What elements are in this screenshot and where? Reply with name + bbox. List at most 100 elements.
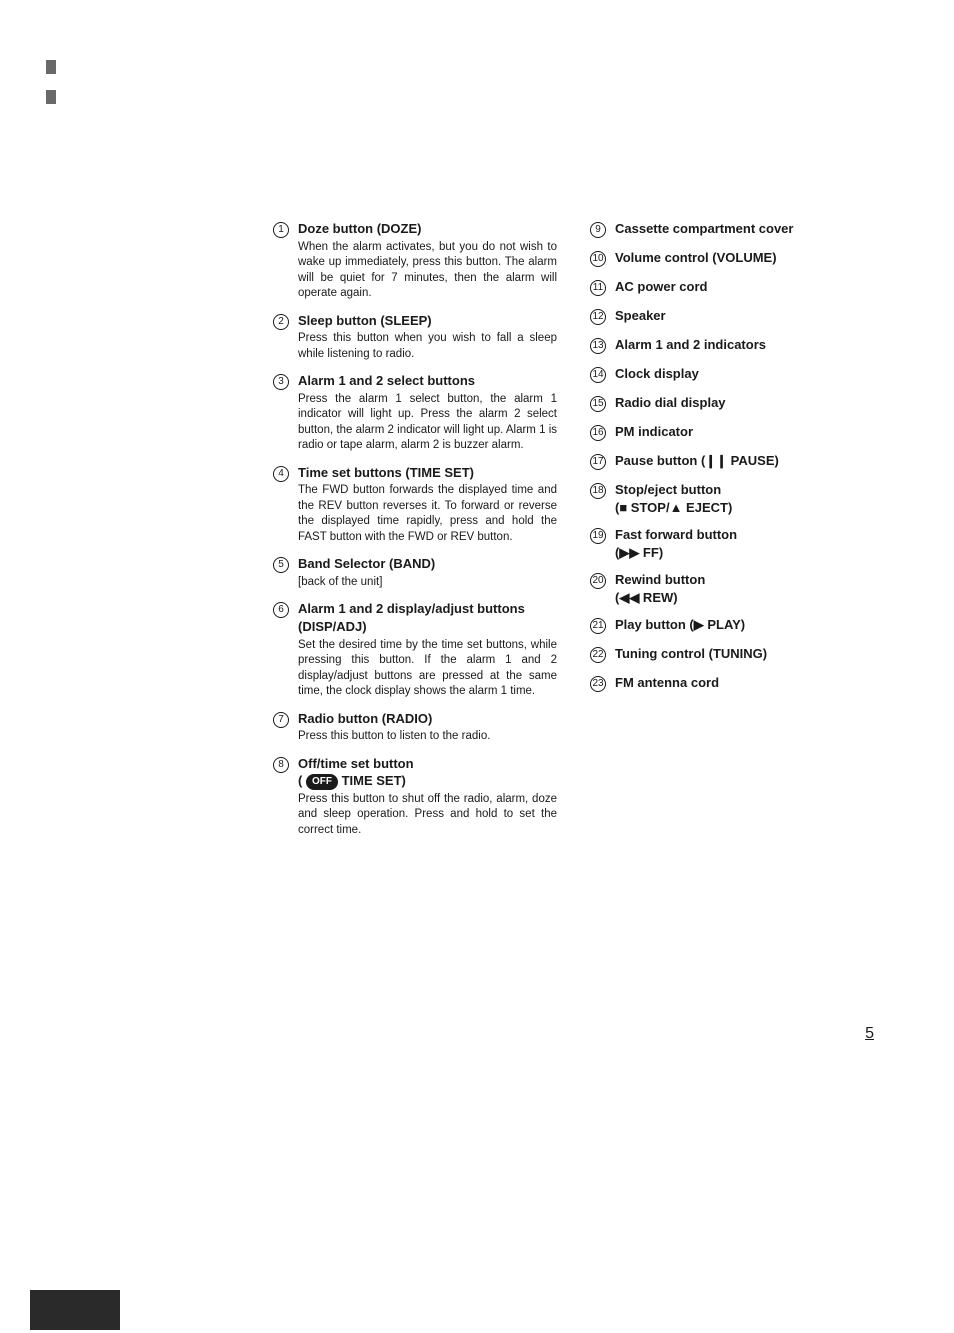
circled-number: 21 [590, 618, 606, 634]
list-item: 19 Fast forward button (▶▶ FF) [587, 526, 874, 561]
circled-number: 8 [273, 757, 289, 773]
item-title: Alarm 1 and 2 select buttons [298, 372, 557, 390]
item-title: Clock display [615, 365, 874, 383]
item-title: FM antenna cord [615, 674, 874, 692]
list-item: 18 Stop/eject button (■ STOP/▲ EJECT) [587, 481, 874, 516]
item-title-line1: Off/time set button [298, 755, 557, 773]
circled-number: 14 [590, 367, 606, 383]
item-number: 21 [587, 617, 609, 635]
list-item: 21 Play button (▶ PLAY) [587, 616, 874, 635]
item-body: Play button (▶ PLAY) [615, 616, 874, 634]
list-item: 11 AC power cord [587, 278, 874, 297]
scan-artifact [46, 60, 56, 74]
scan-artifact [46, 90, 56, 104]
circled-number: 2 [273, 314, 289, 330]
item-body: PM indicator [615, 423, 874, 441]
list-item: 2 Sleep button (SLEEP)Press this button w… [270, 312, 557, 363]
item-title: PM indicator [615, 423, 874, 441]
circled-number: 7 [273, 712, 289, 728]
scan-artifact [30, 1290, 120, 1330]
list-item: 4 Time set buttons (TIME SET)The FWD butt… [270, 464, 557, 546]
circled-number: 17 [590, 454, 606, 470]
item-number: 13 [587, 337, 609, 355]
item-number: 3 [270, 373, 292, 391]
list-item: 15 Radio dial display [587, 394, 874, 413]
item-description: The FWD button forwards the displayed ti… [298, 483, 557, 545]
circled-number: 19 [590, 528, 606, 544]
item-number: 9 [587, 221, 609, 239]
item-description: Press this button to listen to the radio… [298, 729, 557, 745]
item-body: Radio dial display [615, 394, 874, 412]
list-item: 7 Radio button (RADIO)Press this button t… [270, 710, 557, 745]
item-title: Play button (▶ PLAY) [615, 616, 874, 634]
item-body: Radio button (RADIO)Press this button to… [298, 710, 557, 745]
list-item: 12Speaker [587, 307, 874, 326]
item-title: Band Selector (BAND) [298, 555, 557, 573]
item-number: 2 [270, 313, 292, 331]
circled-number: 4 [273, 466, 289, 482]
item-body: Sleep button (SLEEP)Press this button wh… [298, 312, 557, 363]
list-item: 20 Rewind button (◀◀ REW) [587, 571, 874, 606]
item-body: Band Selector (BAND) [back of the unit] [298, 555, 557, 590]
item-title: Radio dial display [615, 394, 874, 412]
item-title: Sleep button (SLEEP) [298, 312, 557, 330]
list-item: 5 Band Selector (BAND) [back of the unit] [270, 555, 557, 590]
circled-number: 9 [590, 222, 606, 238]
item-body: Off/time set button( OFF TIME SET)Press … [298, 755, 557, 839]
item-title: Pause button (❙❙ PAUSE) [615, 452, 874, 470]
circled-number: 18 [590, 483, 606, 499]
list-item: 3 Alarm 1 and 2 select buttons Press the a… [270, 372, 557, 454]
item-description: Press the alarm 1 select button, the ala… [298, 392, 557, 454]
item-title: Stop/eject button (■ STOP/▲ EJECT) [615, 481, 874, 516]
circled-number: 15 [590, 396, 606, 412]
item-number: 10 [587, 250, 609, 268]
page-number: 5 [865, 1025, 874, 1043]
item-description: Set the desired time by the time set but… [298, 638, 557, 700]
item-description: [back of the unit] [298, 575, 557, 591]
item-number: 18 [587, 482, 609, 500]
item-number: 4 [270, 465, 292, 483]
circled-number: 6 [273, 602, 289, 618]
item-title: Cassette compartment cover [615, 220, 874, 238]
circled-number: 22 [590, 647, 606, 663]
item-body: Clock display [615, 365, 874, 383]
item-description: When the alarm activates, but you do not… [298, 240, 557, 302]
circled-number: 20 [590, 573, 606, 589]
item-number: 17 [587, 453, 609, 471]
circled-number: 16 [590, 425, 606, 441]
item-body: AC power cord [615, 278, 874, 296]
item-description: Press this button when you wish to fall … [298, 331, 557, 362]
item-title: Rewind button (◀◀ REW) [615, 571, 874, 606]
item-body: Doze button (DOZE) When the alarm activat… [298, 220, 557, 302]
item-number: 7 [270, 711, 292, 729]
item-title-suffix: TIME SET) [338, 773, 406, 788]
list-item: 9 Cassette compartment cover [587, 220, 874, 239]
item-body: FM antenna cord [615, 674, 874, 692]
item-number: 15 [587, 395, 609, 413]
item-title: Doze button (DOZE) [298, 220, 557, 238]
circled-number: 13 [590, 338, 606, 354]
item-title: Alarm 1 and 2 display/adjust buttons (DI… [298, 600, 557, 635]
item-title: Tuning control (TUNING) [615, 645, 874, 663]
list-item: 14 Clock display [587, 365, 874, 384]
item-title: Off/time set button( OFF TIME SET) [298, 755, 557, 790]
list-item: 6 Alarm 1 and 2 display/adjust buttons (D… [270, 600, 557, 699]
item-number: 6 [270, 601, 292, 619]
item-body: Volume control (VOLUME) [615, 249, 874, 267]
circled-number: 3 [273, 374, 289, 390]
circled-number: 5 [273, 557, 289, 573]
item-number: 8 [270, 756, 292, 774]
item-number: 11 [587, 279, 609, 297]
right-column: 9 Cassette compartment cover 10 Volume cont… [587, 220, 874, 848]
item-number: 20 [587, 572, 609, 590]
circled-number: 23 [590, 676, 606, 692]
manual-page: 1Doze button (DOZE)When the alarm activa… [0, 0, 954, 1333]
item-body: Fast forward button (▶▶ FF) [615, 526, 874, 561]
item-body: Time set buttons (TIME SET)The FWD butto… [298, 464, 557, 546]
item-title: Fast forward button (▶▶ FF) [615, 526, 874, 561]
item-body: Alarm 1 and 2 select buttons Press the al… [298, 372, 557, 454]
item-body: Cassette compartment cover [615, 220, 874, 238]
item-title-line2: ( OFF TIME SET) [298, 772, 557, 790]
circled-number: 10 [590, 251, 606, 267]
item-title: Radio button (RADIO) [298, 710, 557, 728]
